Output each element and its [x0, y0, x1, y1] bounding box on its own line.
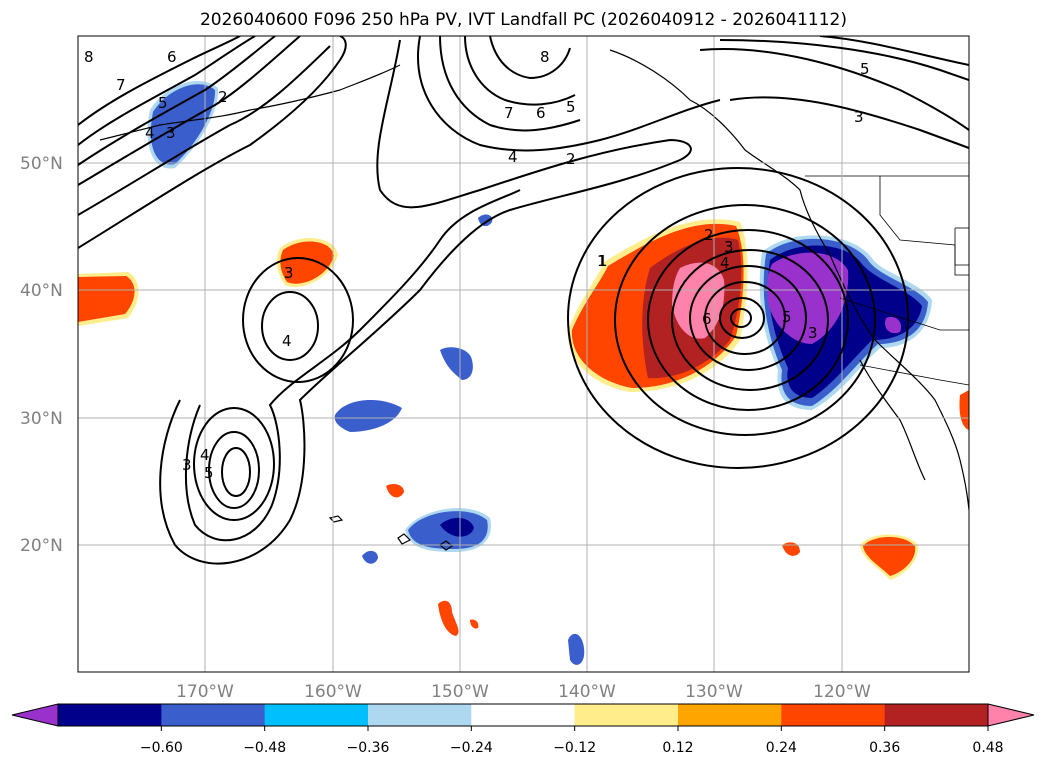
colorbar-tick-label: 0.36 — [869, 740, 900, 756]
contour-label: 7 — [504, 104, 514, 122]
colorbar-tick-label: −0.36 — [347, 740, 390, 756]
colorbar-tick-label: 0.24 — [766, 740, 797, 756]
contour-label: 4 — [145, 124, 155, 142]
contour-label: 7 — [116, 76, 126, 94]
colorbar-tick-label: 0.12 — [662, 740, 693, 756]
colorbar-tick-label: −0.24 — [450, 740, 493, 756]
contour-label: 4 — [720, 254, 730, 272]
contour-label: 1 — [598, 252, 608, 270]
lat-label-20n: 20°N — [20, 536, 63, 556]
colorbar-ticks: −0.60 −0.48 −0.36 −0.24 −0.12 0.12 0.24 0.36 0.4… — [140, 726, 1004, 756]
colorbar-segment — [368, 704, 472, 726]
colorbar-segment — [471, 704, 576, 726]
map-frame — [77, 35, 970, 673]
contour-label: 5 — [782, 308, 792, 326]
colorbar-segment — [161, 704, 266, 726]
pv-contours — [78, 36, 969, 565]
colorbar-segment — [264, 704, 369, 726]
latitude-labels: 50°N 40°N 30°N 20°N — [20, 154, 63, 556]
contour-label: 5 — [860, 60, 870, 78]
colorbar: −0.60 −0.48 −0.36 −0.24 −0.12 0.12 0.24 0.36 0.4… — [11, 703, 1035, 756]
colorbar-segments — [58, 704, 989, 726]
colorbar-segment — [781, 704, 886, 726]
contour-label: 5 — [204, 464, 214, 482]
colorbar-segment — [884, 704, 989, 726]
coastlines — [99, 49, 969, 551]
borders — [805, 175, 969, 386]
lat-label-50n: 50°N — [20, 154, 63, 174]
colorbar-extend-right — [987, 703, 1035, 727]
pv-fill-regions — [78, 80, 969, 665]
contour-label: 3 — [166, 124, 176, 142]
contour-label: 6 — [167, 48, 177, 66]
colorbar-tick-label: 0.48 — [972, 740, 1003, 756]
contour-label: 3 — [808, 324, 818, 342]
lon-label-170w: 170°W — [176, 682, 234, 702]
lon-label-120w: 120°W — [813, 682, 871, 702]
colorbar-segment — [678, 704, 782, 726]
colorbar-extend-left — [11, 703, 59, 727]
contour-label: 6 — [702, 310, 712, 328]
contour-label: 4 — [282, 332, 292, 350]
gridlines — [78, 36, 969, 672]
lat-label-30n: 30°N — [20, 409, 63, 429]
contour-label: 5 — [158, 94, 168, 112]
colorbar-tick-label: −0.12 — [553, 740, 596, 756]
map-area: 8 7 6 5 4 3 2 1 3 4 3 4 5 8 7 6 5 4 2 1 … — [78, 36, 969, 672]
longitude-labels: 170°W 160°W 150°W 140°W 130°W 120°W — [176, 682, 871, 702]
contour-label: 3 — [854, 108, 864, 126]
contour-label: 4 — [508, 148, 518, 166]
colorbar-tick-label: −0.48 — [243, 740, 286, 756]
colorbar-segment — [574, 704, 679, 726]
lon-label-130w: 130°W — [685, 682, 743, 702]
lon-label-160w: 160°W — [304, 682, 362, 702]
colorbar-segment — [58, 704, 162, 726]
contour-label: 3 — [724, 238, 734, 256]
contour-label: 3 — [284, 264, 294, 282]
colorbar-tick-label: −0.60 — [140, 740, 183, 756]
contour-label: 2 — [704, 226, 714, 244]
contour-label: 8 — [84, 48, 94, 66]
contour-label: 8 — [540, 48, 550, 66]
contour-label: 2 — [218, 88, 228, 106]
lon-label-140w: 140°W — [558, 682, 616, 702]
contour-label: 3 — [182, 456, 192, 474]
lat-label-40n: 40°N — [20, 281, 63, 301]
contour-label: 5 — [566, 98, 576, 116]
contour-label: 4 — [200, 446, 210, 464]
contour-label: 2 — [566, 150, 576, 168]
contour-label: 1 — [597, 252, 607, 270]
colorbar-frame — [57, 703, 989, 727]
contour-label: 6 — [536, 104, 546, 122]
contour-labels: 8 7 6 5 4 3 2 1 3 4 3 4 5 8 7 6 5 4 2 1 … — [84, 48, 870, 482]
map-title: 2026040600 F096 250 hPa PV, IVT Landfall… — [199, 10, 847, 30]
lon-label-150w: 150°W — [431, 682, 489, 702]
